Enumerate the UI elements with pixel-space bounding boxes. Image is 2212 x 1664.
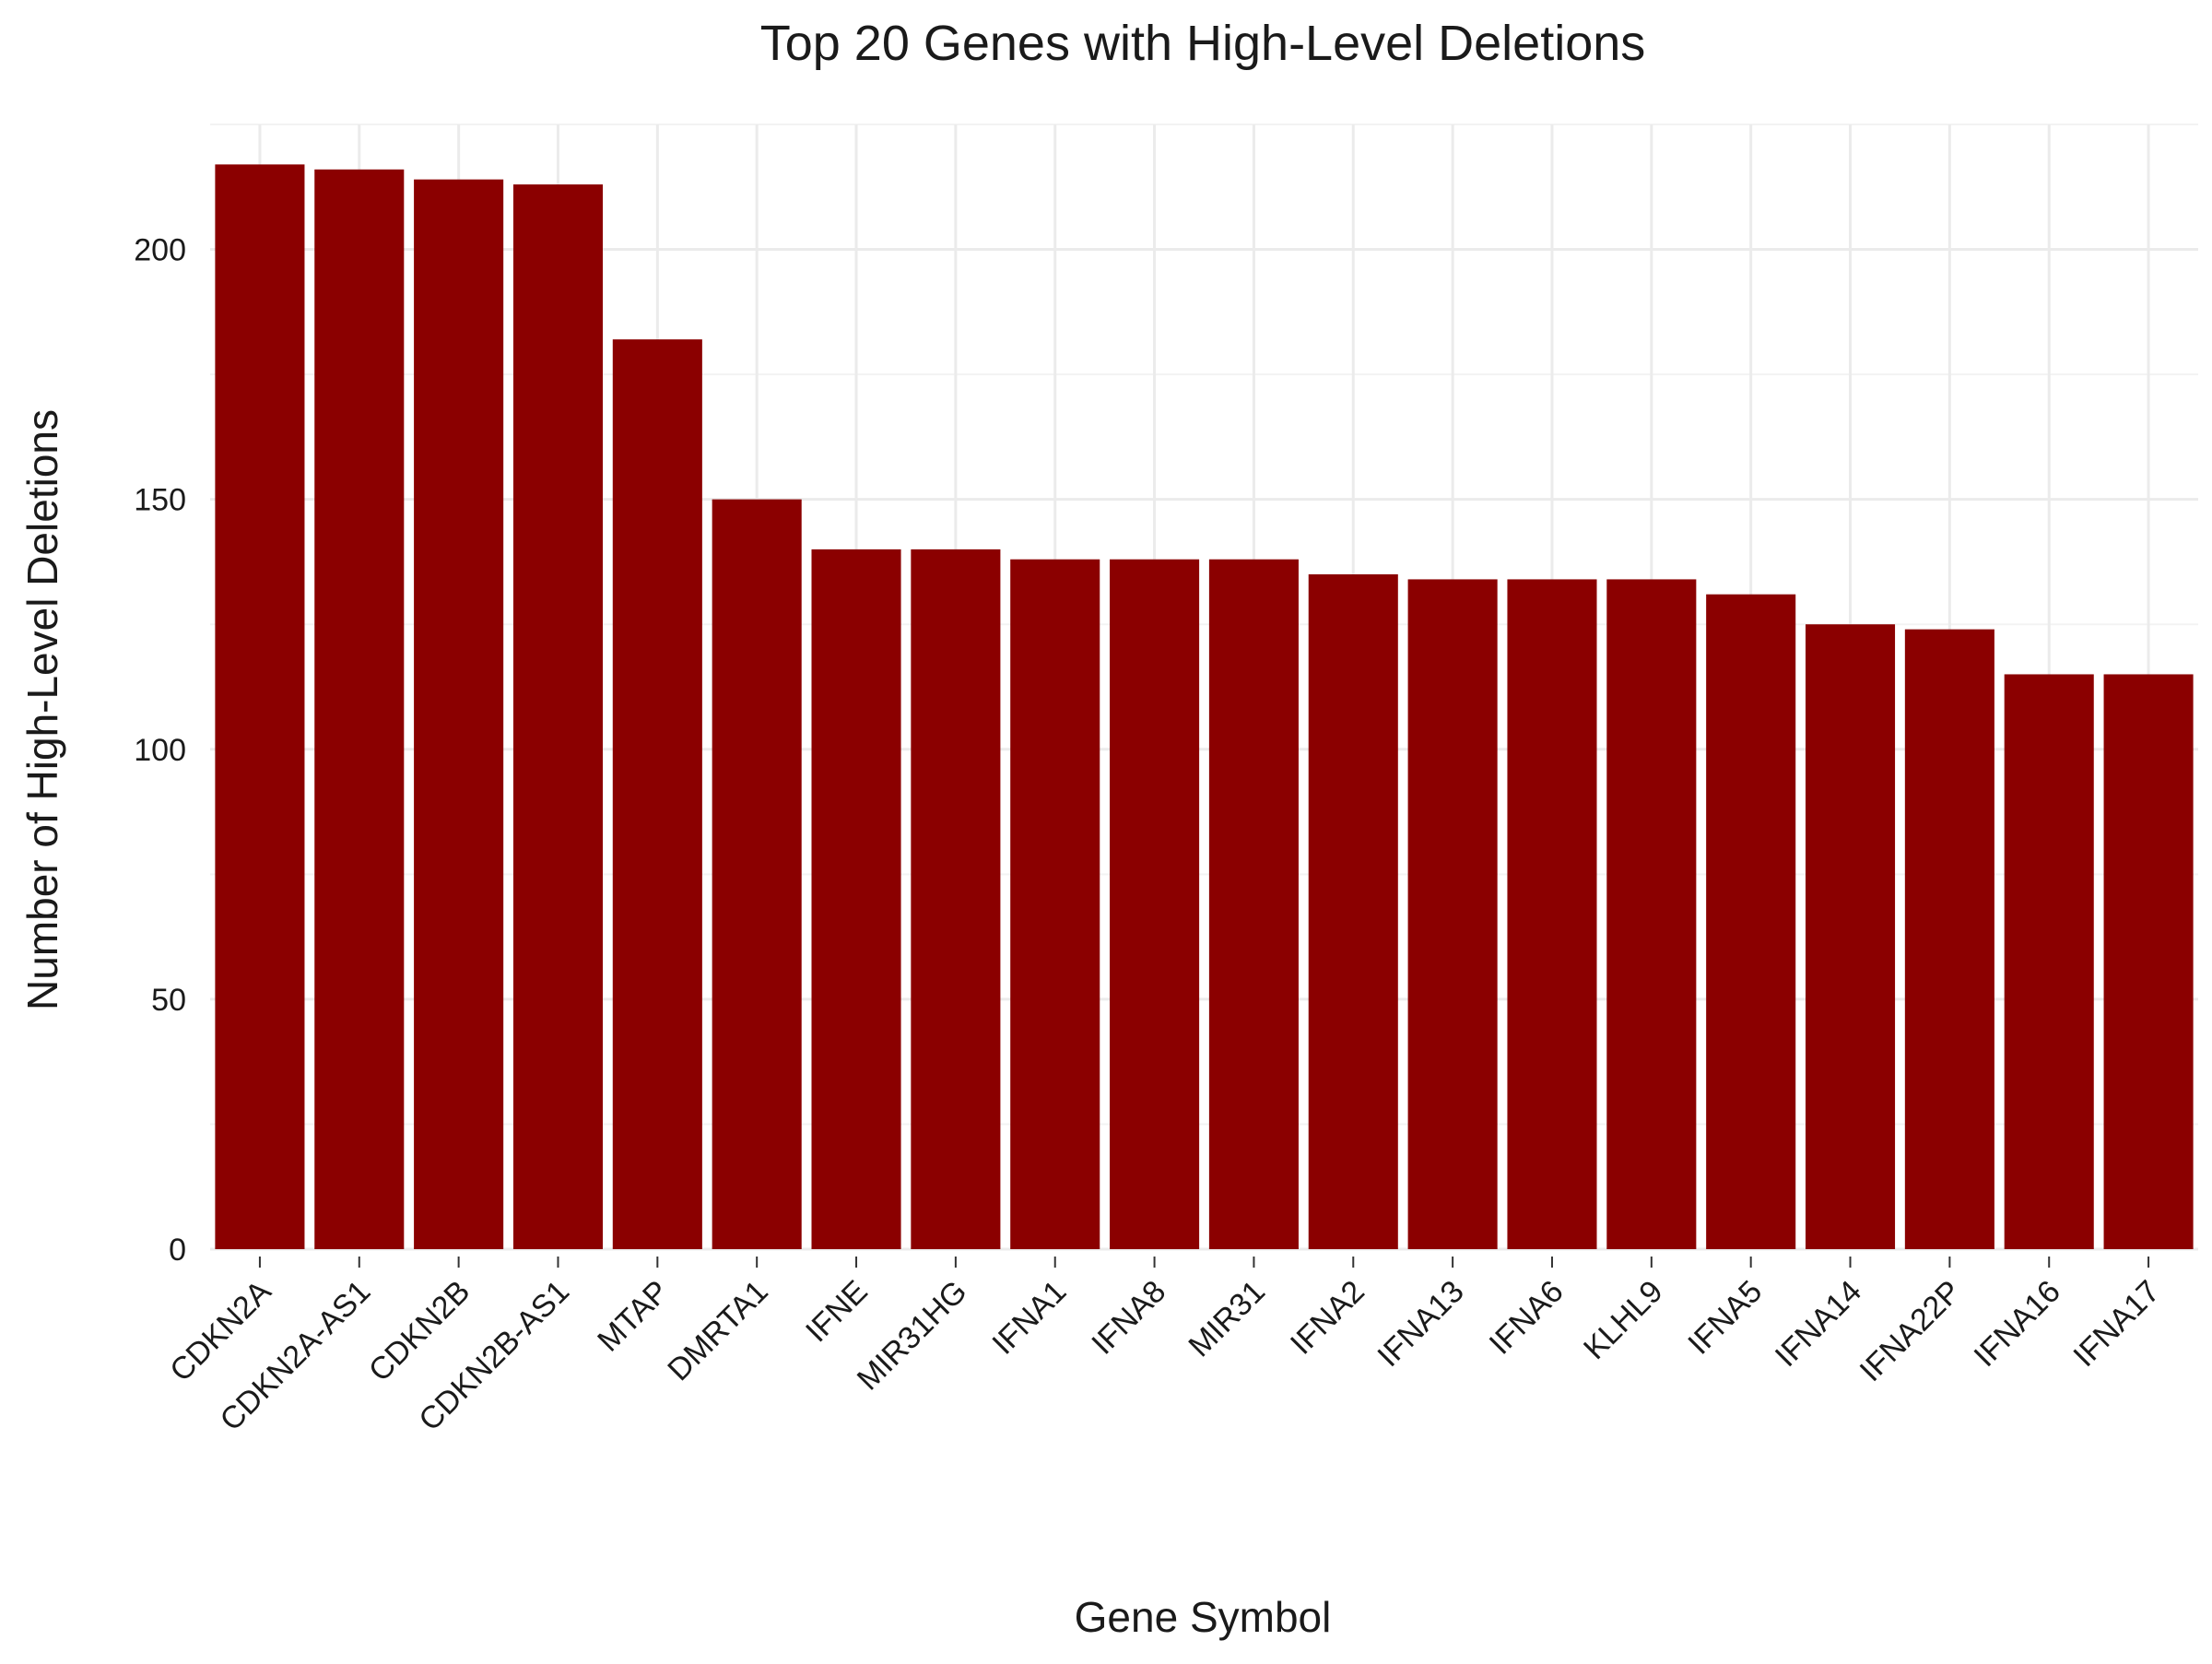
x-tick-label: IFNA16 (1968, 1274, 2067, 1374)
y-tick-label: 50 (151, 983, 186, 1018)
bar-mir31 (1208, 559, 1299, 1249)
bar-ifna22p (1904, 629, 1994, 1249)
bar-mtap (612, 339, 702, 1250)
bar-ifna5 (1706, 594, 1796, 1249)
bar-ifna17 (2103, 674, 2194, 1249)
x-tick-label: IFNA5 (1681, 1274, 1769, 1362)
y-tick-label: 150 (134, 483, 186, 518)
y-tick-label: 200 (134, 233, 186, 268)
x-tick-label: IFNA2 (1284, 1274, 1371, 1362)
x-tick-label: KLHL9 (1577, 1274, 1669, 1366)
x-axis-title: Gene Symbol (1075, 1593, 1332, 1641)
grid-lines (210, 124, 2198, 1251)
y-tick-label: 0 (169, 1233, 186, 1268)
bar-ifna16 (2004, 674, 2094, 1249)
chart-title: Top 20 Genes with High-Level Deletions (760, 16, 1646, 71)
y-axis-title: Number of High-Level Deletions (18, 409, 66, 1010)
bar-ifna6 (1507, 579, 1597, 1249)
x-tick-label: IFNA8 (1085, 1274, 1172, 1362)
x-tick-label: IFNE (799, 1274, 875, 1350)
bar-cdkn2b-as1 (512, 184, 604, 1250)
bar-dmrta1 (712, 499, 802, 1249)
bar-klhl9 (1606, 579, 1697, 1249)
bar-ifna13 (1407, 579, 1498, 1249)
x-tick-label: IFNA14 (1769, 1274, 1868, 1374)
bar-ifna14 (1805, 624, 1896, 1249)
bar-cdkn2b (414, 179, 504, 1250)
bar-ifna1 (1010, 559, 1100, 1249)
bar-cdkn2a (215, 164, 305, 1249)
bars (215, 164, 2194, 1250)
bar-ifna8 (1110, 559, 1200, 1249)
bar-ifne (811, 549, 901, 1249)
x-tick-label: IFNA1 (985, 1274, 1073, 1362)
x-tick-label: MIR31 (1182, 1274, 1272, 1364)
x-tick-label: MIR31HG (851, 1274, 974, 1398)
bar-mir31hg (911, 549, 1001, 1249)
x-tick-label: IFNA22P (1853, 1274, 1968, 1388)
x-tick-label: MTAP (591, 1274, 676, 1359)
x-tick-label: IFNA13 (1371, 1274, 1470, 1374)
bar-ifna2 (1308, 574, 1398, 1249)
y-axis-ticks: 0 50 100 150 200 (134, 233, 186, 1268)
y-tick-label: 100 (134, 733, 186, 768)
x-tick-label: DMRTA1 (661, 1274, 775, 1388)
x-tick-label: IFNA6 (1483, 1274, 1571, 1362)
bar-cdkn2a-as1 (314, 169, 405, 1249)
x-tick-label: IFNA17 (2066, 1274, 2166, 1374)
